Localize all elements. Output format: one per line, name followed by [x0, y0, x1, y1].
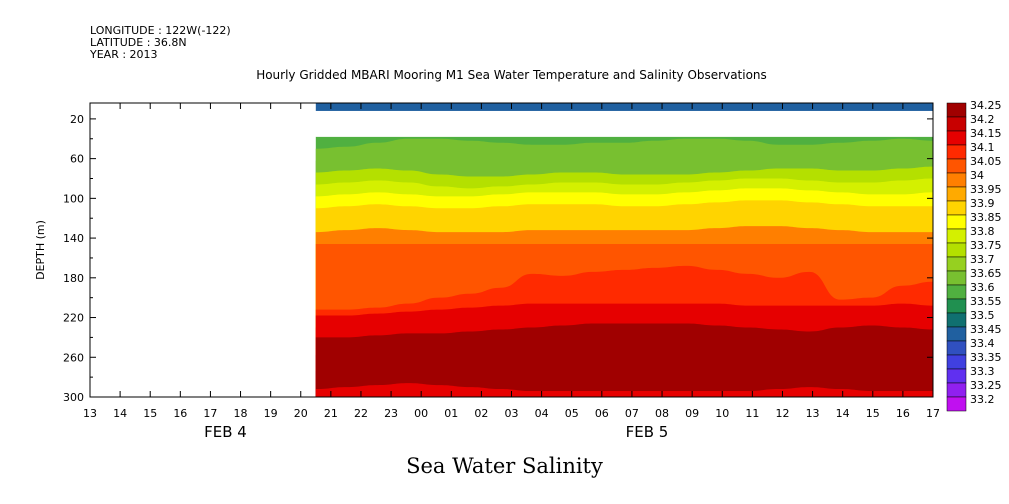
colorbar-label: 33.75: [970, 239, 1002, 252]
colorbar-swatch: [946, 326, 967, 342]
colorbar-label: 33.7: [970, 253, 995, 266]
x-tick-label: 10: [715, 407, 729, 420]
date-label: FEB 4: [204, 423, 247, 441]
colorbar-swatch: [946, 116, 967, 132]
x-tick-label: 07: [625, 407, 639, 420]
bottom-label: Sea Water Salinity: [406, 454, 603, 478]
missing-data-gap: [315, 110, 933, 137]
colorbar-label: 34.2: [970, 113, 995, 126]
x-tick-label: 17: [926, 407, 940, 420]
colorbar-swatch: [946, 298, 967, 314]
colorbar-label: 34: [970, 169, 984, 182]
y-tick-label: 140: [63, 232, 84, 245]
x-tick-label: 19: [264, 407, 278, 420]
colorbar-swatch: [946, 256, 967, 272]
latitude-label: LATITUDE : 36.8N: [90, 36, 187, 49]
y-axis-label: DEPTH (m): [34, 220, 47, 280]
surface-band: [315, 103, 933, 111]
colorbar-label: 34.05: [970, 155, 1002, 168]
salinity-core-2: [315, 345, 352, 352]
colorbar-label: 34.1: [970, 141, 995, 154]
x-tick-label: 11: [745, 407, 759, 420]
x-tick-label: 06: [595, 407, 609, 420]
colorbar-label: 33.85: [970, 211, 1002, 224]
colorbar-swatch: [946, 354, 967, 370]
colorbar-swatch: [946, 102, 967, 118]
colorbar-label: 33.8: [970, 225, 995, 238]
colorbar-swatch: [946, 172, 967, 188]
x-tick-label: 22: [354, 407, 368, 420]
x-tick-label: 13: [83, 407, 97, 420]
colorbar-label: 33.5: [970, 309, 995, 322]
y-tick-label: 180: [63, 272, 84, 285]
x-tick-label: 14: [113, 407, 127, 420]
x-tick-label: 16: [173, 407, 187, 420]
colorbar-swatch: [946, 158, 967, 174]
y-tick-label: 300: [63, 391, 84, 404]
colorbar-swatch: [946, 144, 967, 160]
x-tick-label: 12: [775, 407, 789, 420]
x-tick-label: 18: [234, 407, 248, 420]
x-tick-label: 20: [294, 407, 308, 420]
salinity-core-0: [547, 342, 747, 355]
x-tick-label: 13: [806, 407, 820, 420]
y-tick-label: 100: [63, 192, 84, 205]
colorbar-swatch: [946, 228, 967, 244]
date-label: FEB 5: [626, 423, 669, 441]
x-tick-label: 23: [384, 407, 398, 420]
x-tick-label: 05: [565, 407, 579, 420]
colorbar-swatch: [946, 130, 967, 146]
year-label: YEAR : 2013: [90, 48, 158, 61]
chart-title: Hourly Gridded MBARI Mooring M1 Sea Wate…: [256, 68, 767, 82]
colorbar-label: 33.6: [970, 281, 995, 294]
x-tick-label: 21: [324, 407, 338, 420]
colorbar-label: 34.15: [970, 127, 1002, 140]
x-tick-label: 08: [655, 407, 669, 420]
colorbar-swatch: [946, 368, 967, 384]
x-tick-label: 01: [444, 407, 458, 420]
colorbar-label: 34.25: [970, 99, 1002, 112]
x-tick-label: 15: [143, 407, 157, 420]
x-tick-label: 00: [414, 407, 428, 420]
colorbar-label: 33.25: [970, 379, 1002, 392]
colorbar-label: 33.4: [970, 337, 995, 350]
colorbar-label: 33.3: [970, 365, 995, 378]
salinity-core-1: [806, 343, 891, 354]
colorbar-label: 33.95: [970, 183, 1002, 196]
x-tick-label: 02: [474, 407, 488, 420]
colorbar-swatch: [946, 242, 967, 258]
colorbar-swatch: [946, 396, 967, 412]
colorbar-label: 33.65: [970, 267, 1002, 280]
colorbar-swatch: [946, 186, 967, 202]
colorbar-swatch: [946, 284, 967, 300]
colorbar-swatch: [946, 340, 967, 356]
x-tick-label: 15: [866, 407, 880, 420]
y-tick-label: 260: [63, 351, 84, 364]
colorbar-swatch: [946, 382, 967, 398]
x-tick-label: 14: [836, 407, 850, 420]
colorbar-label: 33.2: [970, 393, 995, 406]
colorbar-label: 33.9: [970, 197, 995, 210]
colorbar-swatch: [946, 312, 967, 328]
colorbar-swatch: [946, 270, 967, 286]
y-tick-label: 20: [70, 113, 84, 126]
longitude-label: LONGITUDE : 122W(-122): [90, 24, 231, 37]
x-tick-label: 16: [896, 407, 910, 420]
x-tick-label: 04: [535, 407, 549, 420]
x-tick-label: 09: [685, 407, 699, 420]
plot-area: [90, 103, 933, 397]
colorbar: 34.2534.234.1534.134.053433.9533.933.853…: [946, 99, 1002, 412]
contour-layer-15: [315, 383, 933, 397]
colorbar-swatch: [946, 214, 967, 230]
x-tick-label: 03: [505, 407, 519, 420]
y-tick-label: 220: [63, 312, 84, 325]
x-tick-label: 17: [203, 407, 217, 420]
y-tick-label: 60: [70, 153, 84, 166]
colorbar-swatch: [946, 200, 967, 216]
colorbar-label: 33.55: [970, 295, 1002, 308]
colorbar-label: 33.35: [970, 351, 1002, 364]
colorbar-label: 33.45: [970, 323, 1002, 336]
